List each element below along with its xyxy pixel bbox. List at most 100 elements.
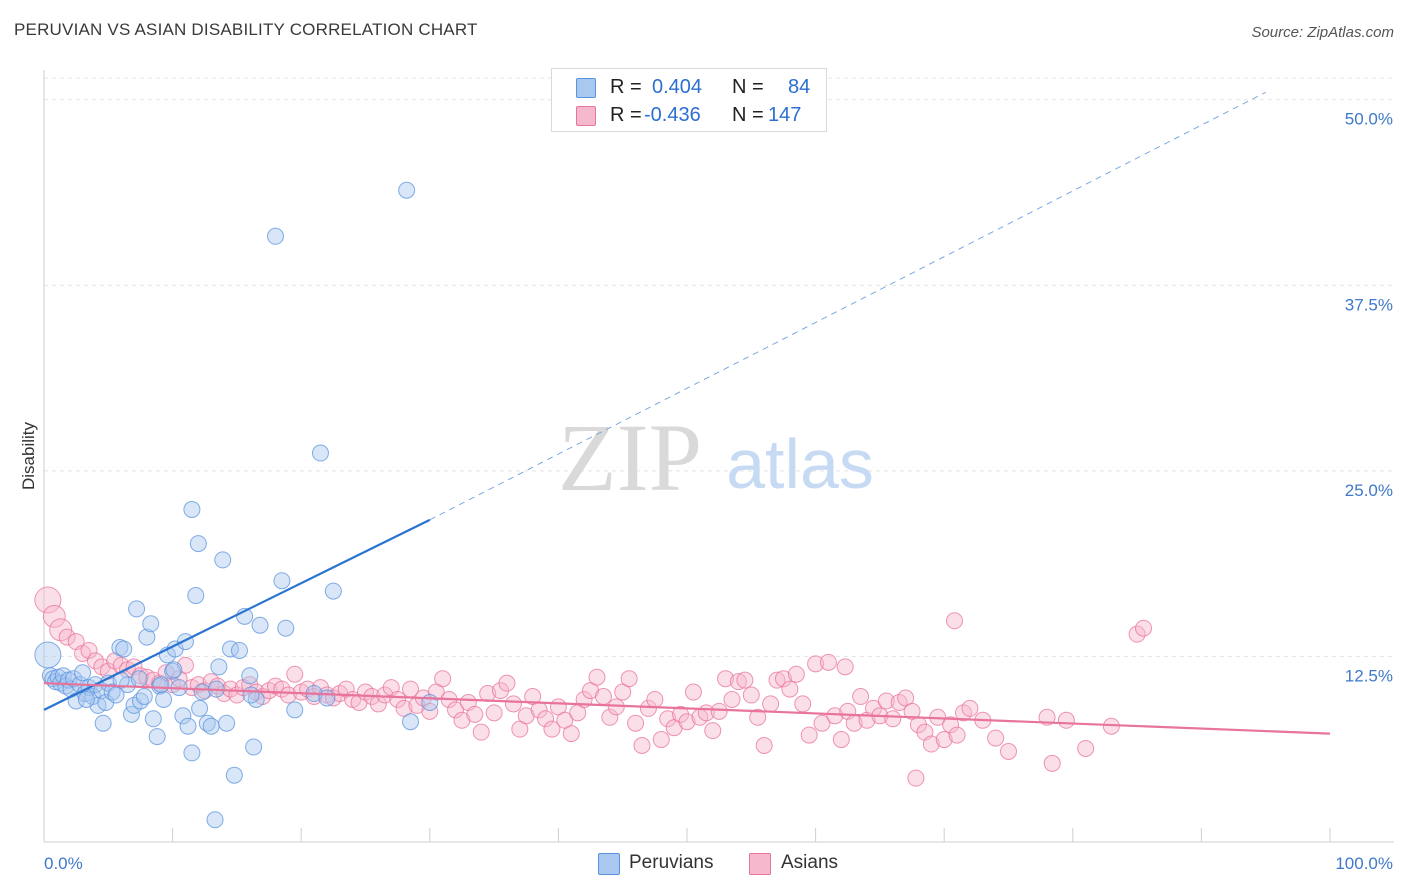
legend-row-asians: R = -0.436 N = 147 [552,100,826,128]
asian-point [781,680,799,698]
asian-point [717,670,735,688]
bottom-legend-swatch-peruvians [598,853,620,875]
peruvian-point [251,616,269,634]
peruvian-point [225,766,243,784]
asian-point [639,699,657,717]
asian-point [762,695,780,713]
peruvian-point [402,713,420,731]
asian-point [852,688,870,706]
asian-point [131,667,149,685]
peruvian-point [421,693,439,711]
asian-point [279,686,297,704]
asian-point [447,701,465,719]
chart-title: PERUVIAN VS ASIAN DISABILITY CORRELATION… [14,20,478,39]
asian-point [42,604,66,628]
peruvian-point [266,227,284,245]
asian-point [1135,619,1153,637]
peruvian-point [77,690,95,708]
bottom-legend-label-asians: Asians [781,852,839,873]
peruvian-point [221,640,239,658]
peruvian-point [230,641,248,659]
peruvian-point [273,572,291,590]
peruvian-point [277,619,295,637]
peruvian-point [242,686,260,704]
asian-point [942,716,960,734]
legend: R = 0.404 N = 84 R = -0.436 N = 147 [551,68,827,132]
asian-point [472,723,490,741]
asian-point [562,725,580,743]
watermark: ZIP atlas [558,404,874,511]
legend-n-label: N = [732,76,764,98]
peruvian-point [130,670,148,688]
legend-swatch-peruvians [576,78,596,98]
watermark-atlas: atlas [726,425,874,503]
grid-lines [44,77,1394,657]
asian-point [836,658,854,676]
peruvian-point [65,670,83,688]
y-tick-label: 25.0% [1345,481,1393,500]
asian-point [421,702,439,720]
asian-point [1077,739,1095,757]
source-label: Source: ZipAtlas.com [1251,24,1394,41]
asian-point [961,699,979,717]
asian-point [884,710,902,728]
asian-point [723,690,741,708]
peruvian-point [94,714,112,732]
legend-r-label: R = [610,76,642,98]
y-tick-label: 50.0% [1345,110,1393,129]
asian-point [1057,711,1075,729]
peruvian-point [191,699,209,717]
peruvian-point [318,689,336,707]
asian-point [627,714,645,732]
asian-point [826,707,844,725]
legend-r-value: 0.404 [652,76,703,98]
axes [43,70,1394,843]
asian-point [601,708,619,726]
asian-point [1128,625,1146,643]
peruvian-point [176,633,194,651]
peruvian-trend-line [43,518,431,711]
asian-point [800,726,818,744]
asian-point [537,710,555,728]
peruvian-point [311,444,329,462]
peruvian-point [115,640,133,658]
peruvian-point [144,710,162,728]
peruvian-point [34,641,62,669]
peruvian-point [179,717,197,735]
tick-labels: 12.5% 25.0% 37.5% 50.0% 0.0% 100.0% [44,110,1393,873]
peruvian-point [152,676,170,694]
peruvian-point [218,714,236,732]
asian-point [620,670,638,688]
asian-point [819,653,837,671]
x-tick-label: 100.0% [1335,854,1393,873]
asian-point [832,731,850,749]
watermark-zip: ZIP [558,404,702,511]
trend-lines [43,91,1331,735]
bottom-legend: Peruvians Asians [0,851,1406,879]
asian-point [922,735,940,753]
y-axis-label: Disability [19,421,38,490]
peruvian-point [138,628,156,646]
asian-point [813,714,831,732]
asian-point [935,731,953,749]
peruvian-point [202,717,220,735]
asian-point [794,695,812,713]
asian-point [945,612,963,630]
peruvian-point [135,688,153,706]
asian-point [498,674,516,692]
peruvian-point [128,600,146,618]
peruvian-point [398,181,416,199]
asian-point [678,713,696,731]
asian-point [86,652,104,670]
peruvian-point [74,664,92,682]
asian-point [877,692,895,710]
asian-point [594,688,612,706]
asian-point [710,702,728,720]
asian-point [807,655,825,673]
asian-point [1000,742,1017,760]
asian-point [768,671,786,689]
legend-n-label: N = [732,104,764,126]
asian-point [987,729,1005,747]
asian-point [652,731,670,749]
peruvian-point [241,667,259,685]
